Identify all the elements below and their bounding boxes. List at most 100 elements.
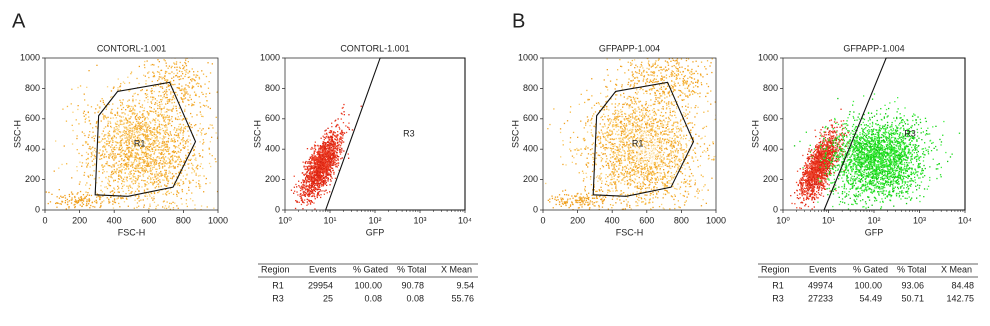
- event-dot: [170, 155, 173, 157]
- event-dot: [317, 159, 319, 161]
- event-dot: [174, 127, 176, 129]
- event-dot: [116, 112, 119, 114]
- event-dot: [118, 153, 120, 155]
- event-dot: [325, 136, 327, 138]
- event-dot: [128, 160, 130, 162]
- event-dot: [330, 172, 332, 174]
- event-dot: [142, 156, 144, 158]
- event-dot: [121, 120, 123, 122]
- event-dot: [178, 192, 180, 194]
- event-dot: [61, 200, 63, 202]
- event-dot: [325, 146, 327, 148]
- event-dot: [137, 157, 139, 160]
- event-dot: [119, 115, 121, 117]
- event-dot: [147, 126, 149, 128]
- event-dot: [99, 206, 101, 209]
- event-dot: [216, 137, 218, 139]
- event-dot: [111, 138, 113, 140]
- event-dot: [103, 145, 106, 147]
- event-dot: [155, 178, 157, 180]
- event-dot: [141, 114, 143, 116]
- event-dot: [342, 134, 344, 136]
- event-dot: [309, 157, 311, 159]
- event-dot: [99, 107, 101, 109]
- event-dot: [157, 111, 159, 114]
- table-cell: R3: [772, 293, 784, 303]
- event-dot: [152, 157, 154, 159]
- event-dot: [114, 130, 116, 132]
- event-dot: [81, 131, 83, 133]
- event-dot: [195, 167, 197, 169]
- event-dot: [207, 62, 209, 64]
- event-dot: [135, 144, 137, 147]
- event-dot: [136, 152, 138, 154]
- event-dot: [179, 158, 181, 160]
- event-dot: [332, 159, 335, 162]
- event-dot: [633, 140, 635, 142]
- event-dot: [79, 190, 82, 193]
- event-dot: [108, 183, 110, 185]
- event-dot: [327, 152, 329, 154]
- event-dot: [154, 140, 156, 142]
- event-dot: [155, 128, 158, 130]
- event-dot: [641, 211, 642, 212]
- event-dot: [313, 171, 315, 174]
- event-dot: [139, 142, 141, 144]
- event-dot: [318, 164, 320, 166]
- event-dot: [150, 107, 152, 109]
- event-dot: [295, 183, 297, 186]
- event-dot: [167, 175, 169, 177]
- event-dot: [163, 132, 166, 134]
- event-dot: [313, 188, 315, 191]
- event-dot: [133, 148, 135, 150]
- event-dot: [311, 156, 313, 158]
- event-dot: [336, 145, 339, 147]
- event-dot: [343, 114, 345, 116]
- event-dot: [675, 158, 677, 160]
- event-dot: [89, 131, 91, 133]
- event-dot: [617, 195, 619, 198]
- event-dot: [154, 137, 156, 140]
- event-dot: [172, 84, 174, 86]
- event-dot: [189, 198, 192, 200]
- event-dot: [76, 149, 78, 151]
- event-dot: [128, 224, 129, 225]
- event-dot: [330, 137, 332, 139]
- event-dot: [149, 179, 151, 181]
- event-dot: [667, 125, 669, 127]
- event-dot: [119, 123, 121, 125]
- event-dot: [628, 144, 631, 146]
- event-dot: [308, 190, 310, 192]
- event-dot: [649, 140, 651, 143]
- event-dot: [86, 86, 88, 88]
- event-dot: [129, 155, 131, 157]
- event-dot: [317, 160, 319, 162]
- event-dot: [167, 67, 169, 69]
- event-dot: [105, 156, 107, 158]
- event-dot: [147, 96, 149, 98]
- y-tick-label: 800: [265, 83, 280, 93]
- event-dot: [134, 155, 136, 158]
- event-dot: [137, 125, 139, 127]
- event-dot: [148, 142, 151, 144]
- event-dot: [668, 128, 670, 131]
- event-dot: [151, 137, 153, 139]
- event-dot: [180, 160, 183, 163]
- event-dot: [111, 151, 113, 153]
- event-dot: [645, 202, 647, 204]
- event-dot: [67, 201, 69, 203]
- event-dot: [137, 149, 140, 151]
- event-dot: [171, 99, 173, 101]
- event-dot: [658, 172, 660, 174]
- event-dot: [589, 178, 592, 180]
- event-dot: [334, 145, 336, 147]
- event-dot: [153, 213, 154, 214]
- event-dot: [638, 125, 641, 127]
- event-dot: [607, 176, 609, 178]
- event-dot: [146, 153, 148, 155]
- event-dot: [211, 124, 213, 126]
- event-dot: [123, 122, 125, 124]
- event-dot: [683, 178, 686, 180]
- event-dot: [152, 183, 154, 185]
- event-dot: [104, 153, 106, 155]
